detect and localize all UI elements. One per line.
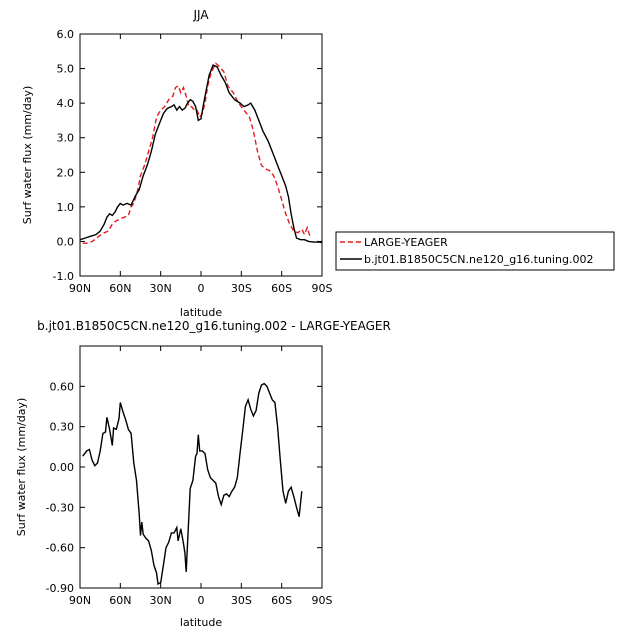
top-x-tick-label: 90N [69, 282, 91, 295]
bottom-x-tick-label: 90N [69, 594, 91, 607]
legend-label-model: b.jt01.B1850C5CN.ne120_g16.tuning.002 [364, 253, 593, 266]
top-y-axis-label: Surf water flux (mm/day) [21, 86, 34, 225]
bottom-y-tick-label: -0.60 [46, 542, 74, 555]
bottom-y-tick-label: 0.60 [50, 380, 75, 393]
top-panel-title: JJA [192, 8, 209, 22]
bottom-plot-frame [79, 345, 323, 589]
top-plot-frame [79, 33, 323, 277]
top-y-tick-label: 5.0 [57, 63, 75, 76]
top-y-tick-label: 2.0 [57, 166, 75, 179]
top-y-tick-label: 0.0 [57, 235, 75, 248]
top-series-line-0 [82, 62, 311, 244]
bottom-x-tick-label: 0 [198, 594, 205, 607]
top-y-tick-label: 4.0 [57, 97, 75, 110]
top-y-tick-label: 1.0 [57, 201, 75, 214]
top-panel: JJA 90N 60N 30N 0 30S 60S 90S -1.0 0.0 1.0 2.0 3.0 4… [21, 8, 333, 319]
top-y-tick-label: 6.0 [57, 28, 75, 41]
bottom-y-tick-label: 0.00 [50, 461, 75, 474]
top-x-tick-label: 30S [231, 282, 252, 295]
bottom-series-line-0 [82, 382, 303, 586]
top-x-tick-label: 30N [150, 282, 172, 295]
top-ticks: 90N 60N 30N 0 30S 60S 90S -1.0 0.0 1.0 2.0 3.0 4.0 5.… [53, 28, 333, 295]
bottom-y-tick-label: 0.30 [50, 421, 75, 434]
legend-label-large-yeager: LARGE-YEAGER [364, 236, 448, 249]
top-x-tick-label: 90S [312, 282, 333, 295]
bottom-ticks: 90N 60N 30N 0 30S 60S 90S -0.90 -0.60 -0.30 0.00 0.… [46, 346, 333, 607]
bottom-x-axis-label: latitude [180, 616, 222, 629]
legend: LARGE-YEAGER b.jt01.B1850C5CN.ne120_g16.… [335, 231, 615, 271]
bottom-x-tick-label: 60S [271, 594, 292, 607]
top-x-tick-label: 60S [271, 282, 292, 295]
bottom-x-tick-label: 30S [231, 594, 252, 607]
bottom-y-tick-label: -0.30 [46, 501, 74, 514]
bottom-x-tick-label: 30N [150, 594, 172, 607]
bottom-x-tick-label: 60N [109, 594, 131, 607]
bottom-x-tick-label: 90S [312, 594, 333, 607]
bottom-panel-title: b.jt01.B1850C5CN.ne120_g16.tuning.002 - … [37, 319, 391, 333]
top-x-axis-label: latitude [180, 306, 222, 319]
top-series-line-1 [79, 64, 323, 244]
legend-box [335, 231, 615, 271]
top-series-group [79, 62, 323, 244]
top-y-tick-label: 3.0 [57, 132, 75, 145]
top-x-tick-label: 0 [198, 282, 205, 295]
bottom-y-tick-label: -0.90 [46, 582, 74, 595]
bottom-panel: b.jt01.B1850C5CN.ne120_g16.tuning.002 - … [15, 319, 391, 629]
bottom-y-axis-label: Surf water flux (mm/day) [15, 398, 28, 537]
top-y-tick-label: -1.0 [53, 270, 74, 283]
top-x-tick-label: 60N [109, 282, 131, 295]
bottom-series-group [82, 382, 303, 586]
